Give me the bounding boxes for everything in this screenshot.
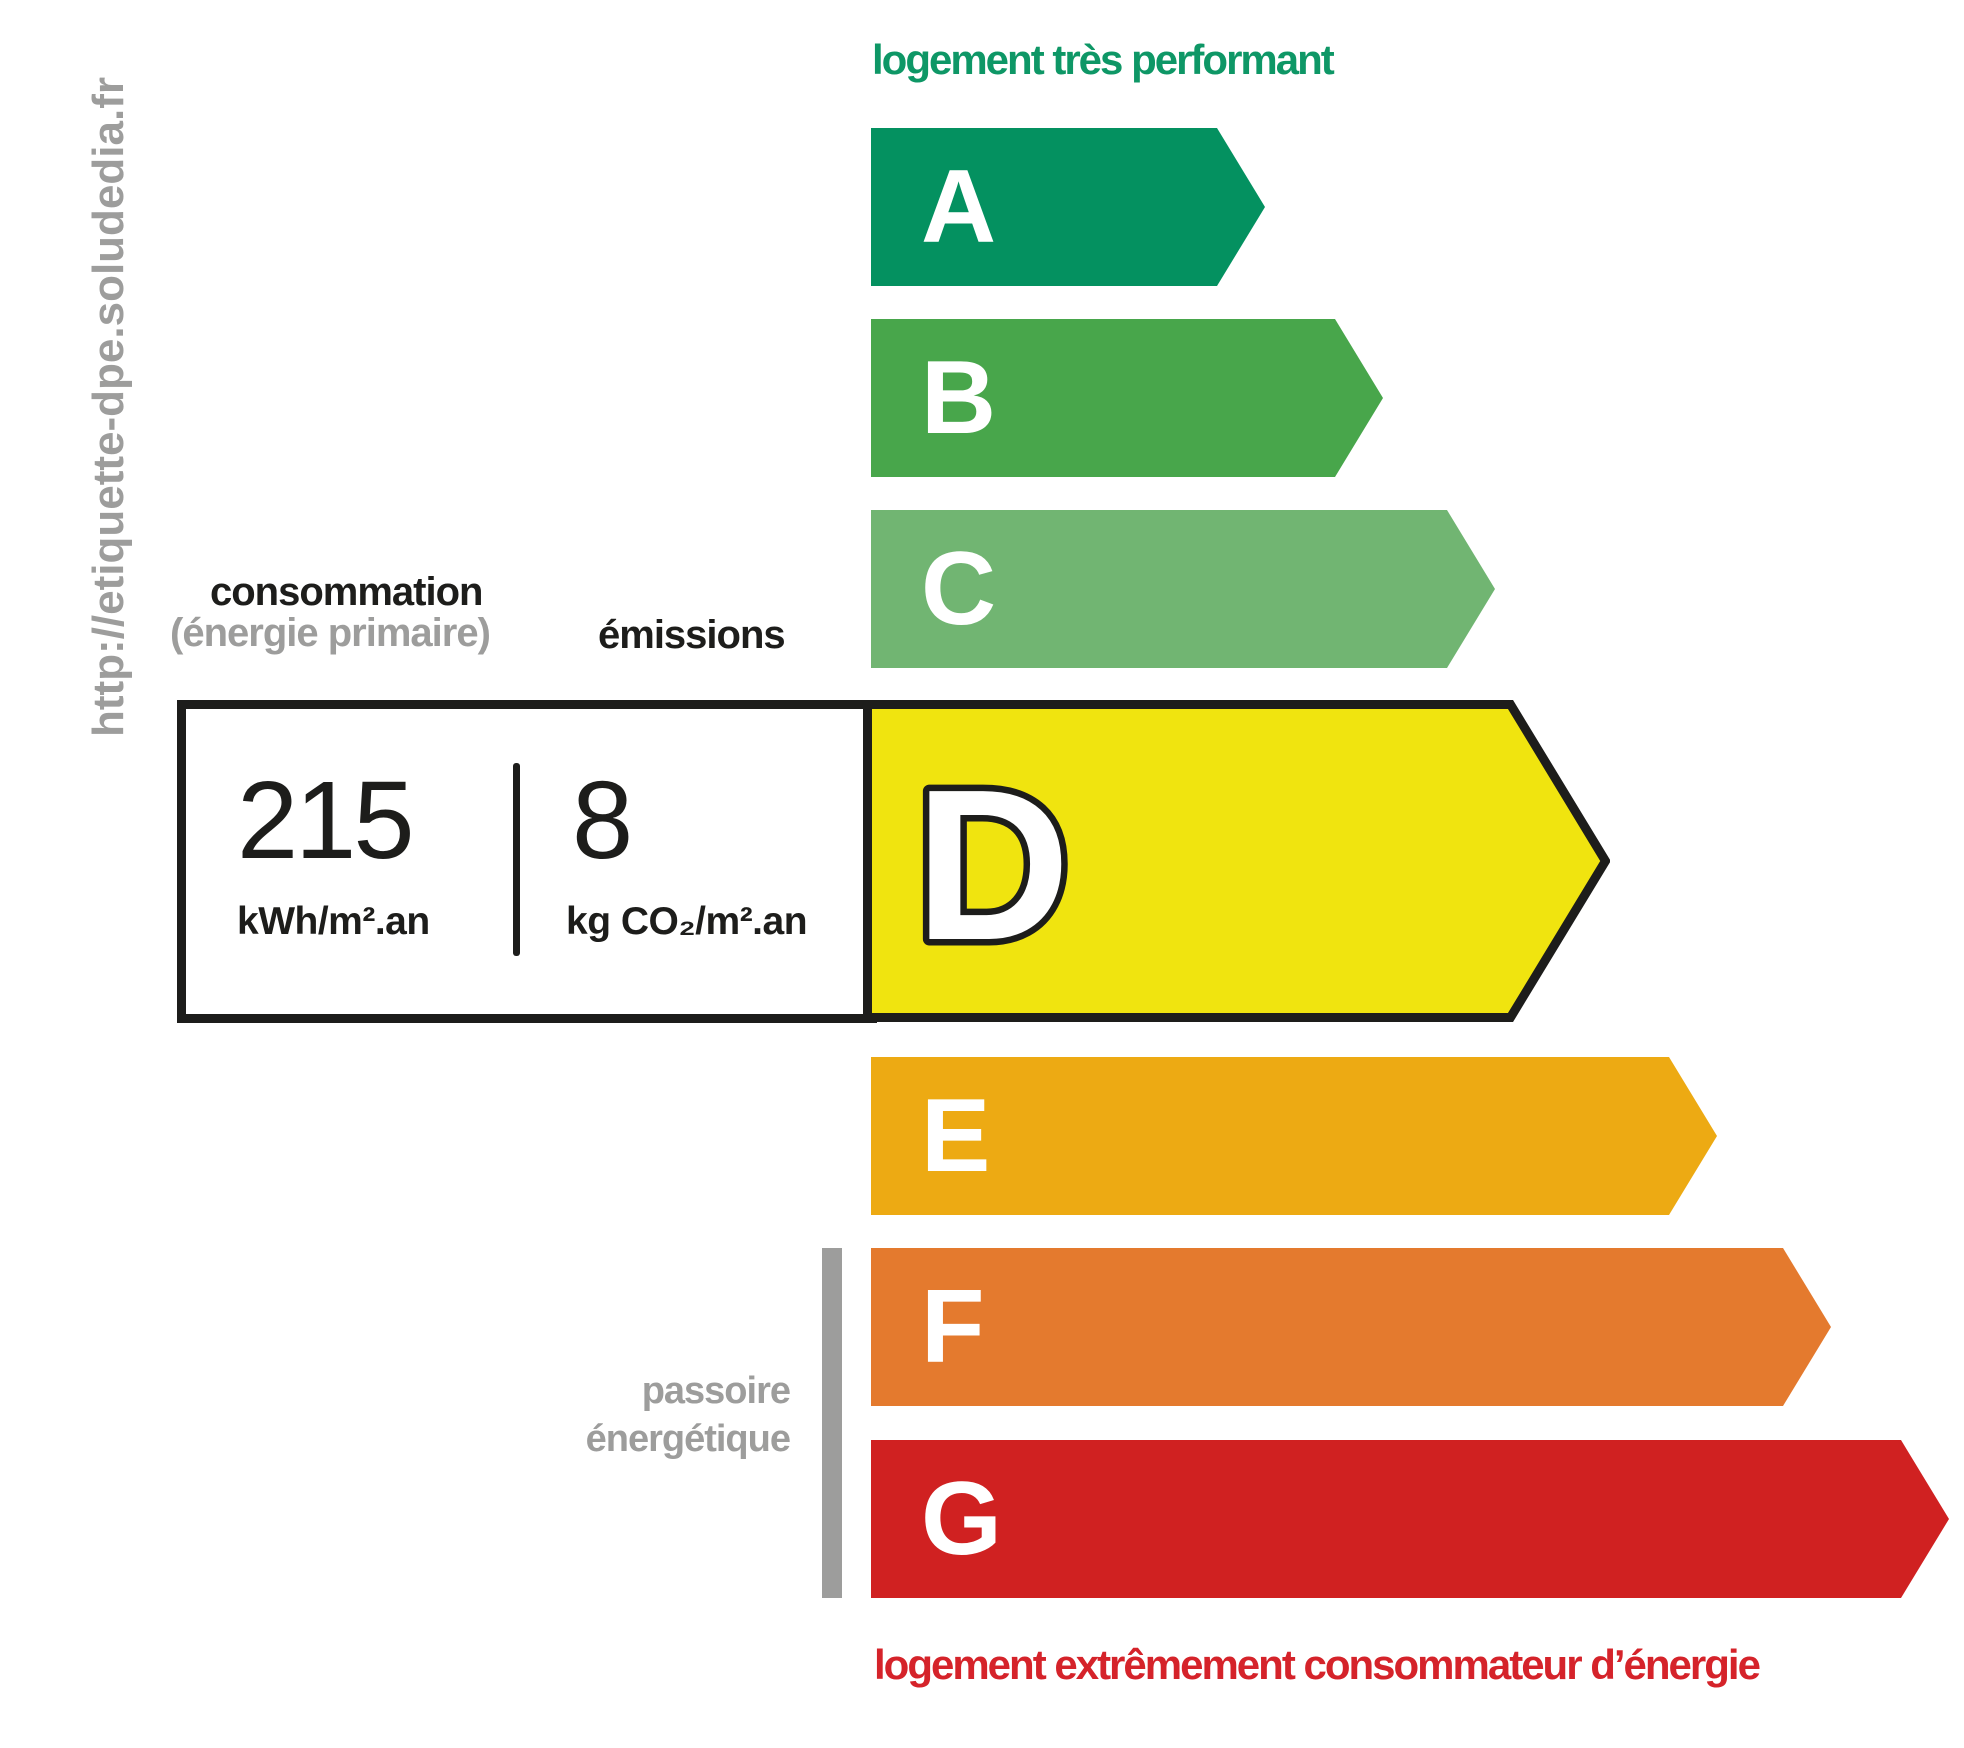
grade-letter-f: F: [921, 1269, 985, 1385]
passoire-label-line2: énergétique: [585, 1418, 791, 1460]
grade-letter-a: A: [921, 149, 997, 265]
grade-arrow-g: G: [871, 1440, 1949, 1598]
grade-arrow-b: B: [871, 319, 1383, 477]
emissions-label: émissions: [598, 613, 786, 657]
grade-arrow-d-shape: [863, 700, 1610, 1022]
grade-letter-g: G: [921, 1461, 1002, 1577]
watermark-url: http://etiquette-dpe.soludedia.fr: [84, 77, 133, 737]
grade-arrow-a: A: [871, 128, 1265, 286]
top-performance-label: logement très performant: [872, 36, 1335, 83]
grade-arrow-e: E: [871, 1057, 1717, 1215]
passoire-indicator-bar: [822, 1248, 842, 1598]
emissions-value: 8: [572, 759, 633, 882]
bottom-consumption-label: logement extrêmement consommateur d’éner…: [874, 1641, 1761, 1688]
passoire-label: passoire énergétique: [500, 1367, 791, 1463]
grade-letter-d: D: [915, 744, 1070, 985]
consumption-label: consommation: [210, 570, 483, 614]
grade-letter-c: C: [921, 531, 997, 647]
grade-letter-b: B: [921, 340, 997, 456]
values-box: 215 kWh/m².an 8 kg CO₂/m².an: [177, 700, 877, 1023]
consumption-sublabel: (énergie primaire): [170, 611, 491, 655]
grade-arrow-c: C: [871, 510, 1495, 668]
grade-arrow-f: F: [871, 1248, 1831, 1406]
grade-letter-e: E: [921, 1078, 991, 1194]
passoire-label-line1: passoire: [641, 1370, 791, 1412]
consumption-value: 215: [237, 759, 415, 882]
emissions-unit: kg CO₂/m².an: [566, 900, 808, 943]
values-divider: [513, 763, 520, 956]
grade-arrow-d-current: D: [863, 700, 1610, 1022]
consumption-unit: kWh/m².an: [237, 900, 430, 943]
